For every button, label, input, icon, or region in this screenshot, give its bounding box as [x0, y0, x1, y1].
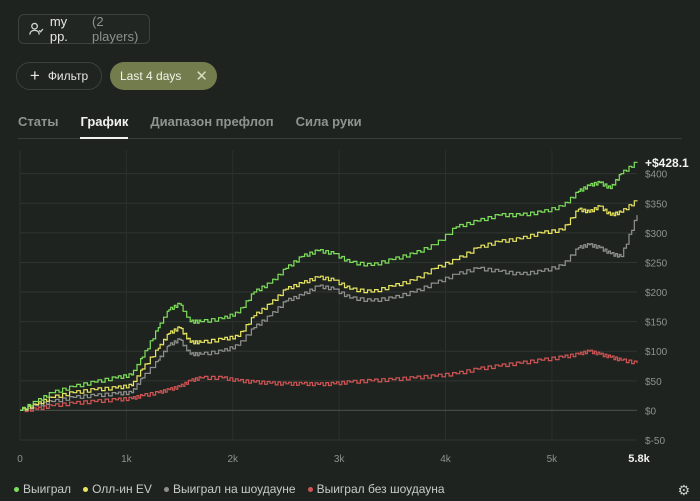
winnings-chart[interactable]: $400 $350 $300 $250 $200 $150 $100 $50 $0 $-50 0 1… [0, 140, 700, 475]
y-tick-label: $50 [645, 377, 662, 388]
chart-series [20, 161, 638, 413]
chart-grid [19, 150, 637, 441]
plus-icon: + [29, 65, 40, 85]
y-tick-label: $300 [645, 229, 668, 240]
y-tick-label: $150 [645, 318, 668, 329]
legend-label-showdown: Выиграл на шоудауне [172, 482, 296, 496]
y-tick-label: $400 [645, 170, 668, 181]
tab-graph[interactable]: График [80, 108, 129, 139]
chart-legend: Выиграл Олл-ин EV Выиграл на шоудауне Вы… [14, 482, 445, 496]
x-tick-label: 0 [17, 454, 23, 465]
close-icon[interactable]: ✕ [195, 67, 208, 85]
y-axis-ticks: $400 $350 $300 $250 $200 $150 $100 $50 $0 $-50 [645, 170, 668, 447]
tab-hand-strength[interactable]: Сила руки [295, 114, 362, 129]
player-name: my pp. [49, 14, 68, 44]
legend-dot-allin-ev [83, 486, 89, 492]
x-tick-label: 3k [334, 454, 346, 465]
y-tick-label: $-50 [645, 436, 665, 447]
legend-dot-nonshowdown [307, 486, 313, 492]
y-tick-label: $0 [645, 406, 657, 417]
user-group-icon [29, 22, 44, 35]
tab-bar: Статы График Диапазон префлоп Сила руки [18, 108, 682, 139]
x-tick-label: 5.8k [628, 453, 650, 465]
tab-preflop-range[interactable]: Диапазон префлоп [150, 114, 274, 129]
legend-label-nonshowdown: Выиграл без шоудауна [316, 482, 445, 496]
series-line-2 [20, 215, 638, 411]
date-filter-chip[interactable]: Last 4 days ✕ [110, 62, 217, 90]
legend-item-allin-ev[interactable]: Олл-ин EV [83, 482, 152, 496]
gear-icon[interactable]: ⚙ [677, 482, 690, 498]
x-tick-label: 2k [227, 454, 239, 465]
y-tick-label: $200 [645, 288, 668, 299]
player-selector[interactable]: my pp. (2 players) [18, 14, 150, 44]
series-line-0 [20, 161, 638, 411]
legend-item-nonshowdown[interactable]: Выиграл без шоудауна [307, 482, 445, 496]
legend-item-showdown[interactable]: Выиграл на шоудауне [163, 482, 296, 496]
filter-button[interactable]: + Фильтр [16, 62, 102, 90]
legend-dot-showdown [163, 486, 169, 492]
x-axis-ticks: 0 1k 2k 3k 4k 5k 5.8k [17, 453, 650, 465]
player-count: (2 players) [92, 14, 139, 44]
legend-label-won: Выиграл [23, 482, 72, 496]
x-tick-label: 4k [440, 454, 452, 465]
x-tick-label: 1k [121, 454, 133, 465]
legend-label-allin-ev: Олл-ин EV [92, 482, 152, 496]
filter-label: Фильтр [47, 69, 89, 83]
y-tick-label: $100 [645, 347, 668, 358]
series-line-3 [20, 349, 638, 413]
legend-item-won[interactable]: Выиграл [14, 482, 71, 496]
series-line-1 [20, 200, 638, 411]
y-tick-label: $350 [645, 199, 668, 210]
legend-dot-won [14, 486, 19, 492]
tab-stats[interactable]: Статы [18, 114, 59, 129]
date-filter-label: Last 4 days [120, 69, 182, 83]
current-value-label: +$428.1 [645, 156, 689, 170]
x-tick-label: 5k [547, 454, 559, 465]
y-tick-label: $250 [645, 258, 668, 269]
